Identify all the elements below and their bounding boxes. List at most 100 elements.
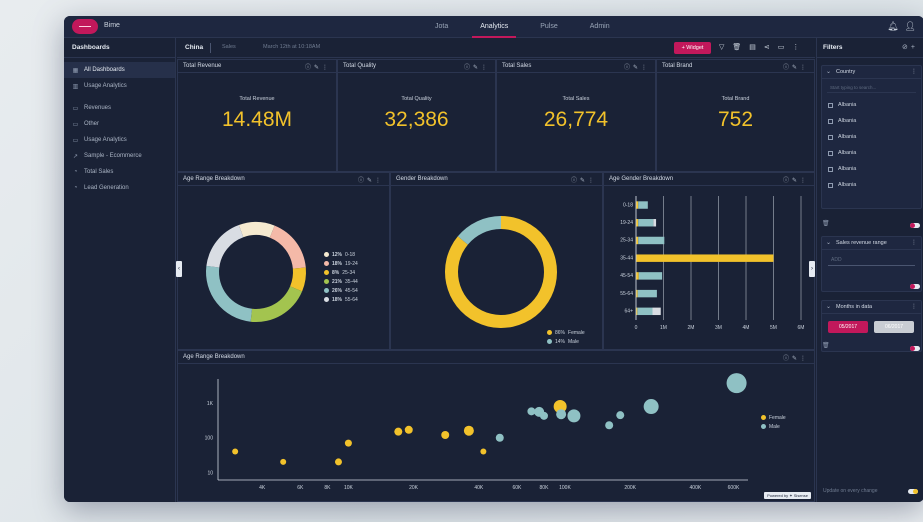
bar-female-0-18[interactable] (636, 201, 639, 209)
checkbox[interactable] (828, 102, 833, 108)
scatter-point-male-9[interactable] (726, 373, 747, 394)
panel-actions[interactable]: ⓘ✎⋮ (623, 65, 650, 71)
checkbox[interactable] (828, 182, 833, 188)
filter-header[interactable]: ⌄ Months in data ⋮ (822, 301, 921, 314)
nav-admin[interactable]: Admin (589, 23, 610, 30)
sidebar-item-sample-ecommerce[interactable]: ↗ Sample - Ecommerce (64, 148, 175, 164)
panel-actions[interactable]: ⓘ✎⋮ (463, 65, 490, 71)
more-icon[interactable]: ⋮ (911, 304, 917, 310)
more-icon[interactable]: ⋮ (911, 69, 917, 75)
panel-actions[interactable]: ⓘ✎⋮ (570, 178, 597, 184)
chevron-down-icon[interactable]: ⌄ (826, 69, 832, 75)
age-range-slice-4[interactable] (205, 265, 253, 322)
add-widget-button[interactable]: + Widget (674, 42, 711, 54)
datasource-label[interactable]: Sales (222, 44, 236, 50)
scatter-point-male-1[interactable] (527, 407, 536, 416)
age-range-scatter-panel[interactable]: Age Range Breakdown ⓘ✎⋮ 1K 100 10 4K 6K 8K 10K… (177, 350, 815, 502)
country-option[interactable]: Albania (822, 145, 921, 161)
legend-item[interactable]: 26% 45-54 (324, 286, 358, 295)
bar-other-19-24[interactable] (653, 219, 657, 227)
filters-actions[interactable]: ⊘+ (902, 44, 918, 51)
panel-actions[interactable]: ⓘ✎⋮ (304, 65, 331, 71)
scatter-point-female-2[interactable] (334, 458, 342, 466)
scatter-point-male-7[interactable] (616, 411, 625, 420)
chevron-down-icon[interactable]: ⌄ (826, 304, 832, 310)
scatter-point-female-7[interactable] (463, 425, 474, 436)
bar-male-45-54[interactable] (638, 272, 663, 280)
age-gender-bar-panel[interactable]: Age Gender Breakdown ⓘ✎⋮ 0 1M 2M 3M 4M 5M 6M 0-… (603, 172, 815, 350)
age-range-slice-3[interactable] (250, 286, 303, 322)
country-option[interactable]: Albania (822, 113, 921, 129)
bar-female-19-24[interactable] (636, 219, 639, 227)
country-option[interactable]: Albania (822, 177, 921, 193)
scatter-point-male-4[interactable] (556, 409, 567, 420)
bar-female-45-54[interactable] (636, 272, 639, 280)
nav-analytics[interactable]: Analytics (464, 16, 524, 38)
legend-item[interactable]: 8% 25-34 (324, 268, 358, 277)
checkbox[interactable] (828, 118, 833, 124)
scatter-point-female-1[interactable] (280, 458, 287, 465)
filter-header[interactable]: ⌄ Sales revenue range ⋮ (822, 237, 921, 250)
gender-donut-panel[interactable]: Gender Breakdown ⓘ✎⋮ 86% Female 14% Male (390, 172, 603, 350)
display-icon[interactable]: ▭ (777, 44, 785, 51)
kpi-panel-total-sales[interactable]: Total Sales ⓘ✎⋮ Total Sales 26,774 (496, 59, 656, 172)
bar-male-19-24[interactable] (638, 219, 654, 227)
sidebar-item-usage-analytics-folder[interactable]: ▭ Usage Analytics (64, 132, 175, 148)
trash-icon[interactable]: 🗑︎ (822, 221, 830, 227)
more-icon[interactable]: ⋮ (792, 44, 800, 51)
bar-female-64+[interactable] (636, 307, 638, 316)
legend-item[interactable]: Male (761, 422, 786, 431)
share-icon[interactable]: ⋖ (763, 44, 770, 51)
legend-item[interactable]: 18% 19-24 (324, 259, 358, 268)
brand-logo[interactable] (72, 19, 98, 34)
scatter-point-male-6[interactable] (605, 421, 614, 430)
bar-other-64+[interactable] (652, 307, 661, 316)
bar-female-25-34[interactable] (636, 236, 639, 245)
panel-actions[interactable]: ⓘ✎⋮ (357, 178, 384, 184)
filter-header[interactable]: ⌄ Country ⋮ (822, 66, 921, 79)
bar-male-0-18[interactable] (638, 201, 648, 209)
scatter-point-female-3[interactable] (344, 439, 352, 447)
sales-range-toggle[interactable] (910, 284, 920, 289)
checkbox[interactable] (828, 134, 833, 140)
legend-item[interactable]: Female (761, 413, 786, 422)
sidebar-item-usage-analytics[interactable]: ▥ Usage Analytics (64, 78, 175, 94)
checkbox[interactable] (828, 166, 833, 172)
kpi-panel-total-brand[interactable]: Total Brand ⓘ✎⋮ Total Brand 752 (656, 59, 815, 172)
nav-pulse[interactable]: Pulse (540, 23, 558, 30)
bar-male-25-34[interactable] (638, 236, 665, 245)
kpi-panel-total-revenue[interactable]: Total Revenue ⓘ✎⋮ Total Revenue 14.48M (177, 59, 337, 172)
nav-jota[interactable]: Jota (435, 23, 449, 30)
bar-female-55-64[interactable] (636, 289, 638, 298)
legend-item[interactable]: 12% 0-18 (324, 250, 358, 259)
age-range-donut-panel[interactable]: Age Range Breakdown ⓘ✎⋮ 12% 0-18 18% 19-24… (177, 172, 390, 350)
filter-icon[interactable]: ▽ (719, 44, 725, 51)
gender-slice-1[interactable] (457, 216, 501, 245)
trash-icon[interactable]: 🗑︎ (822, 343, 830, 349)
sales-range-input[interactable]: ADD (828, 255, 915, 266)
country-filter-toggle[interactable] (910, 223, 920, 228)
country-search-input[interactable]: Start typing to search... (827, 83, 916, 93)
scatter-point-male-8[interactable] (643, 399, 659, 415)
scatter-point-female-0[interactable] (232, 448, 239, 455)
scatter-point-female-5[interactable] (404, 425, 413, 434)
scatter-point-female-8[interactable] (480, 448, 487, 455)
sidebar-item-total-sales[interactable]: ◔ Total Sales (64, 164, 175, 180)
more-icon[interactable]: ⋮ (911, 240, 917, 246)
panel-actions[interactable]: ⓘ✎⋮ (782, 178, 809, 184)
powered-by-badge[interactable]: Powered by ✦ Sisense (764, 492, 811, 499)
delete-icon[interactable]: 🗑︎ (732, 44, 742, 51)
sidebar-item-revenues[interactable]: ▭ Revenues (64, 100, 175, 116)
chevron-down-icon[interactable]: ⌄ (826, 240, 832, 246)
panel-actions[interactable]: ⓘ✎⋮ (782, 65, 809, 71)
bar-female-35-44[interactable] (636, 254, 774, 262)
months-filter-toggle[interactable] (910, 346, 920, 351)
age-range-slice-1[interactable] (269, 225, 306, 269)
age-range-slice-0[interactable] (238, 222, 275, 238)
country-option[interactable]: Albania (822, 129, 921, 145)
layout-icon[interactable]: ▤ (749, 44, 756, 51)
bar-male-55-64[interactable] (637, 289, 657, 298)
country-option[interactable]: Albania (822, 161, 921, 177)
legend-item[interactable]: 21% 35-44 (324, 277, 358, 286)
sidebar-item-lead-generation[interactable]: ◔ Lead Generation (64, 180, 175, 196)
